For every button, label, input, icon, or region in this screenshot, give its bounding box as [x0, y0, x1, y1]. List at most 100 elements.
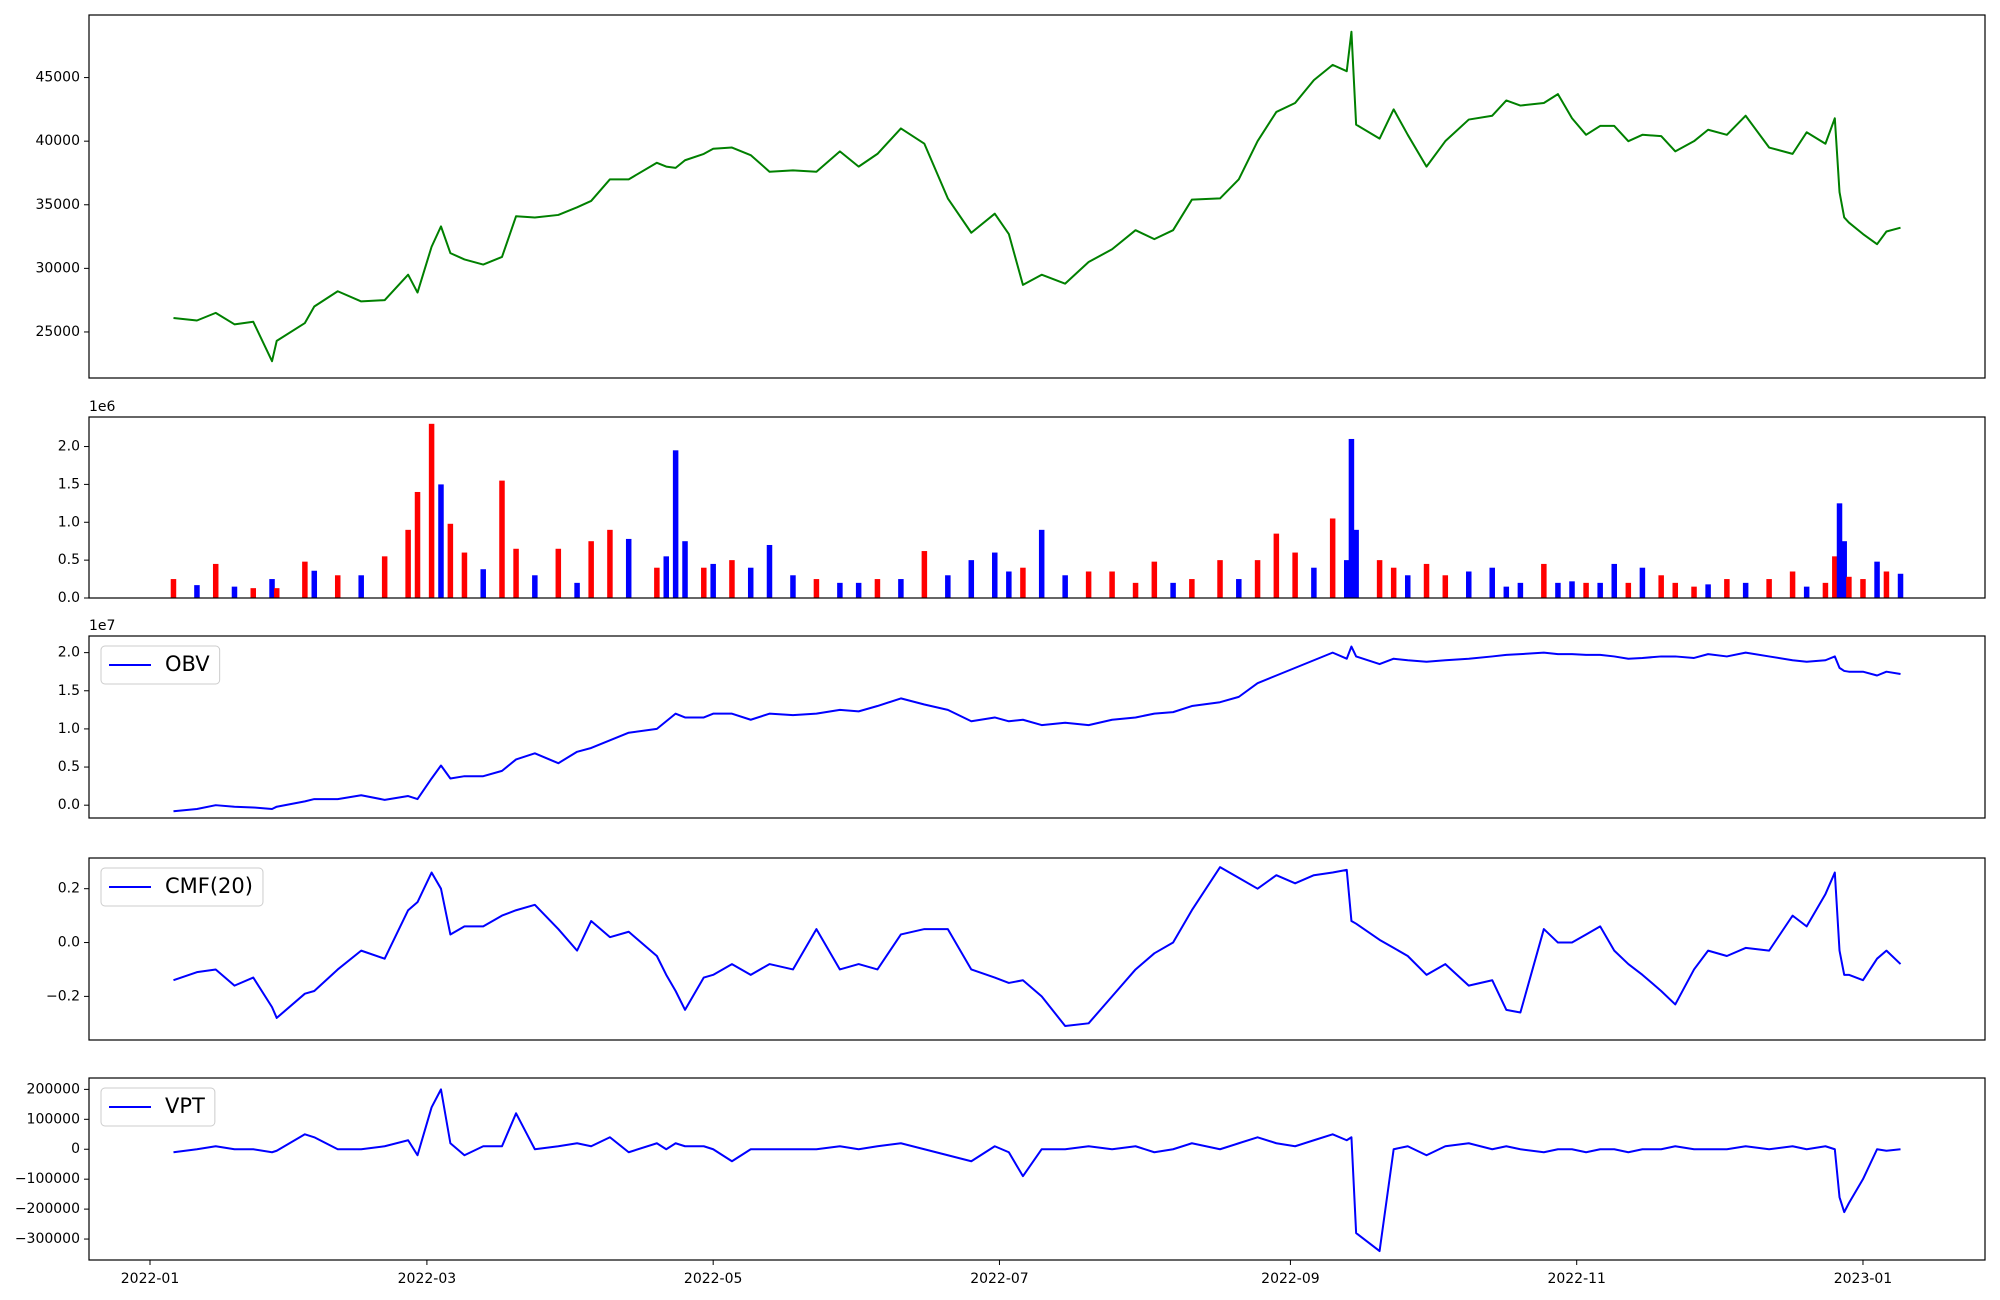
bar	[302, 561, 308, 598]
bar	[212, 563, 219, 598]
bar	[1766, 579, 1772, 598]
bar	[1846, 576, 1852, 598]
bar	[837, 582, 843, 598]
bar	[1841, 541, 1847, 598]
bar	[682, 541, 688, 598]
axis-offset-label: 1e7	[89, 618, 115, 634]
bar	[968, 560, 975, 598]
bar	[1789, 571, 1796, 598]
bar	[1189, 579, 1195, 598]
bar	[1236, 579, 1242, 598]
bar	[1597, 582, 1603, 598]
bar	[1803, 586, 1810, 598]
bar	[1503, 586, 1510, 598]
x-tick-label: 2022-07	[970, 1271, 1029, 1287]
bar	[381, 556, 388, 598]
y-tick-label: −100000	[15, 1171, 80, 1187]
bar	[438, 484, 444, 598]
bar	[1555, 582, 1561, 598]
x-tick-label: 2022-01	[121, 1271, 180, 1287]
y-tick-label: 2.0	[58, 645, 80, 661]
bar	[1489, 567, 1495, 598]
legend-label: VPT	[165, 1094, 205, 1118]
data-line	[173, 645, 1901, 813]
axis-offset-label: 1e6	[89, 399, 116, 415]
bar	[874, 579, 881, 598]
y-tick-label: 1.5	[58, 683, 80, 699]
bar	[414, 491, 421, 598]
y-tick-label: 0	[71, 1141, 80, 1157]
y-tick-label: 0.2	[58, 881, 80, 897]
panel: −300000 −200000 −100000 0 100000 200000 2022-0…	[15, 1077, 1986, 1287]
bar	[1822, 582, 1829, 598]
data-line	[173, 1088, 1901, 1253]
bar	[1020, 567, 1026, 598]
bar	[231, 586, 238, 598]
bar	[654, 567, 660, 598]
bar	[1038, 529, 1045, 598]
plot-frame	[88, 14, 1986, 379]
y-tick-label: 0.5	[58, 552, 80, 568]
bar	[921, 551, 928, 598]
legend-label: OBV	[165, 652, 210, 676]
y-tick-label: 1.0	[58, 721, 80, 737]
y-tick-label: 200000	[27, 1081, 80, 1097]
bar	[813, 579, 820, 598]
bar	[625, 538, 632, 598]
bar	[945, 575, 951, 598]
bar	[1883, 571, 1890, 598]
bar	[1517, 582, 1524, 598]
bar	[898, 579, 904, 598]
bar	[1329, 518, 1336, 598]
bar	[1658, 575, 1664, 598]
bar	[1442, 575, 1449, 598]
bar	[1062, 575, 1068, 598]
bar	[1672, 582, 1679, 598]
bar	[1611, 563, 1617, 598]
x-tick-label: 2023-01	[1834, 1271, 1893, 1287]
legend-box	[100, 1087, 216, 1127]
bar	[1541, 563, 1547, 598]
bar	[499, 480, 505, 598]
bar	[574, 582, 580, 598]
plot-frame	[88, 635, 1986, 819]
y-tick-label: 1.0	[58, 514, 80, 530]
bar	[1691, 586, 1697, 598]
bar	[1874, 561, 1880, 598]
bar	[672, 450, 679, 598]
panel: −0.2 0.0 0.2 CMF(20)	[46, 857, 1986, 1041]
y-tick-label: 0.0	[58, 590, 80, 606]
bar	[269, 579, 275, 598]
bar	[663, 556, 669, 598]
y-tick-label: 100000	[27, 1111, 80, 1127]
bar	[1705, 584, 1711, 598]
x-tick-label: 2022-05	[684, 1271, 743, 1287]
y-tick-label: 45000	[35, 70, 80, 86]
bar	[1006, 571, 1012, 598]
bar	[1742, 582, 1749, 598]
data-line	[173, 30, 1901, 363]
plot-frame	[88, 416, 1986, 599]
y-tick-label: −0.2	[46, 988, 80, 1004]
y-tick-label: 25000	[35, 324, 80, 340]
bar	[1466, 571, 1472, 598]
bar	[1273, 533, 1280, 598]
y-tick-label: 40000	[35, 133, 80, 149]
bar	[1109, 571, 1115, 598]
bar	[1170, 582, 1176, 598]
bar	[513, 548, 519, 598]
bar	[855, 582, 862, 598]
panel: 0.0 0.5 1.0 1.5 2.0 1e6	[58, 399, 1986, 606]
bar	[1897, 573, 1904, 598]
bar	[729, 560, 735, 598]
bar	[1311, 567, 1317, 598]
bar	[1724, 579, 1730, 598]
y-tick-label: 1.5	[58, 476, 80, 492]
bar	[588, 541, 594, 598]
bar	[447, 523, 454, 598]
bar	[358, 575, 364, 598]
bar	[747, 567, 754, 598]
bar	[1348, 438, 1355, 598]
bar	[1254, 560, 1261, 598]
